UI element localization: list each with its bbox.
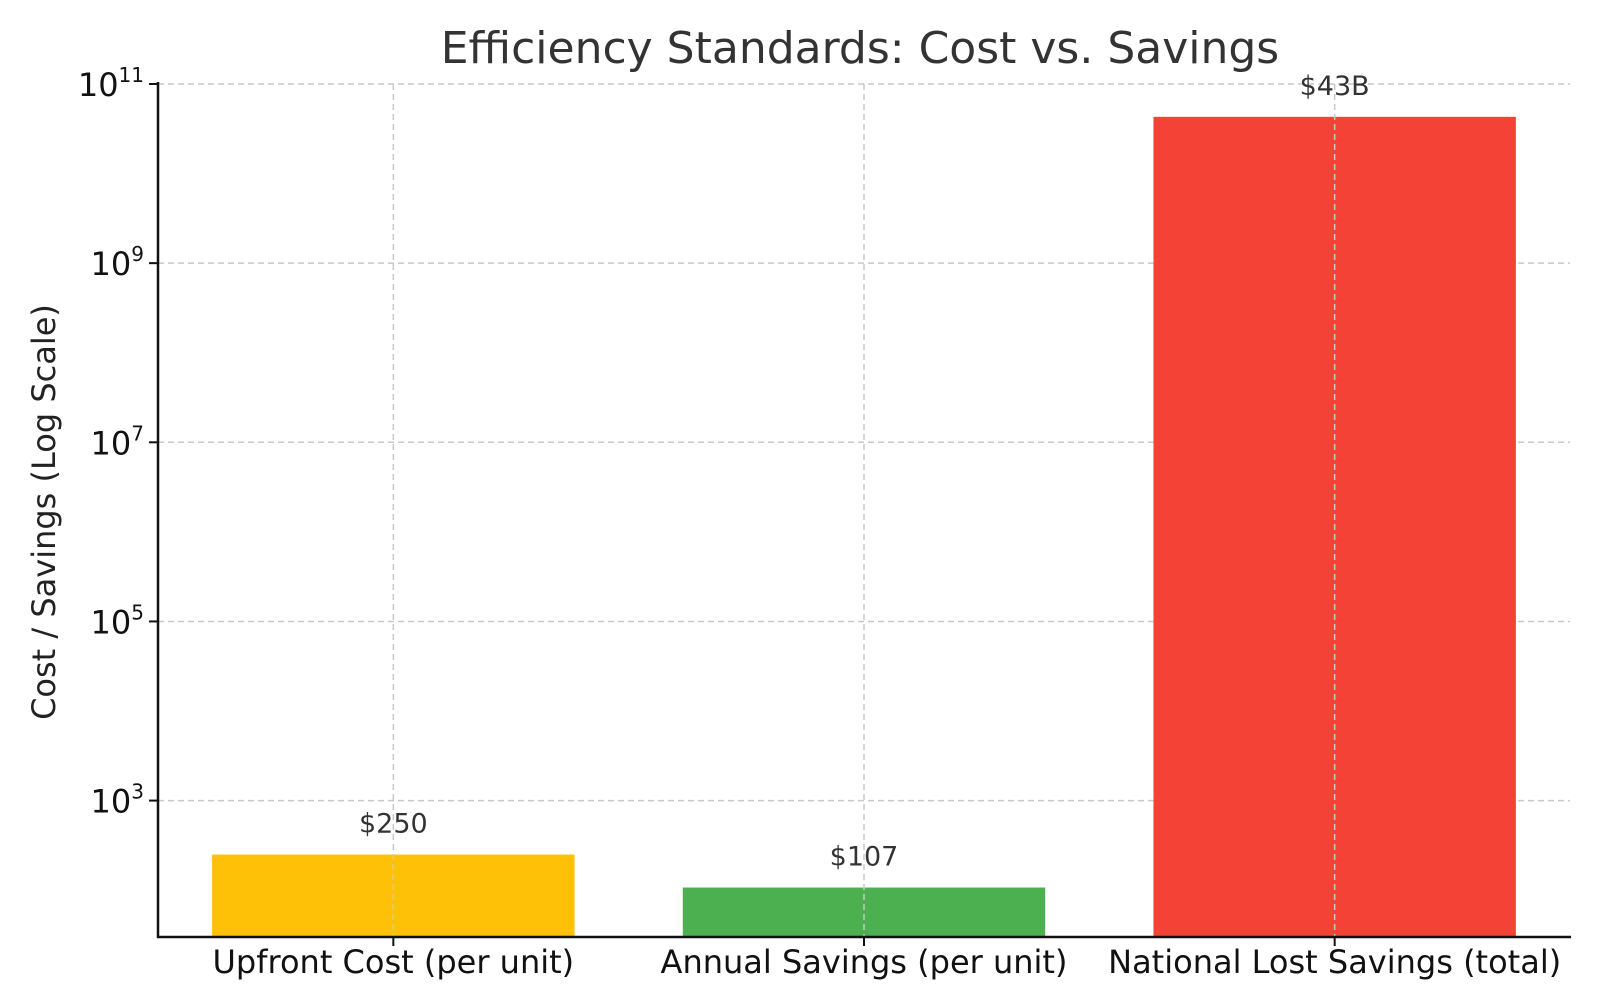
x-tick-layer: Upfront Cost (per unit) Annual Savings (p… [213, 937, 1561, 981]
chart-title: Efficiency Standards: Cost vs. Savings [441, 23, 1279, 74]
y-tick-base: 10 [91, 783, 132, 821]
data-label: $43B [1300, 71, 1370, 102]
x-tick-label: National Lost Savings (total) [1108, 943, 1561, 981]
y-tick-exponent: 9 [131, 242, 144, 266]
y-tick-label: 103 [91, 780, 144, 821]
data-label-layer: $250 $107 $43B [359, 71, 1370, 873]
y-tick-base: 10 [78, 66, 119, 104]
data-label: $107 [830, 842, 899, 873]
x-tick-label: Annual Savings (per unit) [661, 943, 1068, 981]
y-tick-base: 10 [91, 245, 132, 283]
vertical-grid-layer [392, 84, 1336, 937]
y-tick-label: 1011 [78, 63, 144, 104]
y-tick-label: 107 [91, 421, 144, 462]
y-axis-label: Cost / Savings (Log Scale) [25, 304, 63, 720]
y-tick-label: 109 [91, 242, 144, 283]
y-tick-exponent: 7 [131, 421, 144, 445]
y-tick-exponent: 11 [119, 63, 144, 87]
x-tick-label: Upfront Cost (per unit) [213, 943, 575, 981]
y-tick-base: 10 [91, 424, 132, 462]
data-label: $250 [359, 809, 428, 840]
y-tick-base: 10 [91, 603, 132, 641]
y-tick-exponent: 3 [131, 780, 144, 804]
y-tick-label: 105 [91, 600, 144, 641]
y-tick-exponent: 5 [131, 600, 144, 624]
